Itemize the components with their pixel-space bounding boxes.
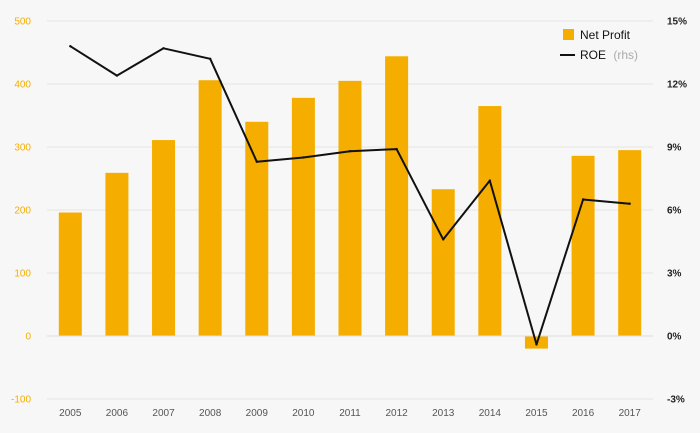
left-tick-label: 100 [14,269,31,280]
left-tick-label: 500 [14,17,31,28]
x-tick-label: 2013 [432,408,455,419]
roe-point-2007 [162,47,165,50]
bar-net-profit-2013 [431,189,455,336]
roe-point-2006 [115,74,119,77]
roe-point-2011 [348,150,352,153]
right-axis-ticks: -3% 0% 3% 6% 9% 12% 15% [667,17,687,406]
left-tick-label: -100 [11,395,31,406]
roe-line-series [69,45,631,346]
right-tick-label: 3% [667,269,682,280]
bar-net-profit-2010 [291,97,315,336]
roe-point-2016 [581,198,585,201]
roe-point-2015 [535,343,538,346]
right-tick-label: 6% [667,206,682,217]
legend-swatch-net-profit [563,29,574,40]
right-tick-label: 15% [667,17,687,28]
left-tick-label: 0 [25,332,31,343]
right-tick-label: 9% [667,143,682,154]
right-tick-label: -3% [667,395,685,406]
x-tick-label: 2017 [619,408,642,419]
roe-point-2005 [69,45,72,48]
x-tick-label: 2008 [199,408,222,419]
right-tick-label: 12% [667,80,687,91]
bar-net-profit-2006 [105,172,129,336]
legend-label-roe: ROE [580,48,606,62]
roe-point-2009 [255,160,258,163]
roe-point-2012 [395,147,398,151]
x-tick-label: 2014 [479,408,502,419]
x-tick-label: 2005 [59,408,82,419]
left-axis-ticks: -100 0 100 200 300 400 500 [11,17,31,406]
bar-net-profit-2016 [571,155,595,336]
svg-text:ROE (rhs): ROE (rhs) [580,48,638,62]
bar-net-profit-2008 [198,80,222,336]
x-tick-label: 2009 [246,408,269,419]
roe-point-2010 [302,156,305,159]
legend: Net Profit ROE (rhs) [560,28,638,62]
left-tick-label: 300 [14,143,31,154]
x-tick-label: 2012 [385,408,408,419]
legend-label-net-profit: Net Profit [580,28,631,42]
x-tick-label: 2011 [339,408,361,419]
left-tick-label: 400 [14,80,31,91]
x-tick-label: 2006 [106,408,129,419]
roe-point-2014 [488,179,492,182]
bar-net-profit-2009 [245,121,269,336]
net-profit-bars [58,56,642,349]
bar-net-profit-2011 [338,80,362,336]
bar-net-profit-2007 [152,140,176,336]
left-tick-label: 200 [14,206,31,217]
right-tick-label: 0% [667,332,682,343]
bar-net-profit-2012 [385,56,409,336]
roe-point-2013 [442,238,445,241]
x-tick-label: 2015 [525,408,548,419]
x-tick-label: 2010 [292,408,315,419]
bar-net-profit-2005 [58,212,82,336]
legend-label-roe-suffix: (rhs) [613,48,638,62]
x-tick-label: 2007 [152,408,175,419]
x-tick-label: 2016 [572,408,595,419]
roe-point-2008 [208,57,212,60]
bar-net-profit-2017 [618,150,642,336]
roe-point-2017 [628,202,631,205]
x-axis-ticks: 2005 2006 2007 2008 2009 2010 2011 2012 2013 2014… [59,408,641,419]
bar-net-profit-2014 [478,106,502,336]
